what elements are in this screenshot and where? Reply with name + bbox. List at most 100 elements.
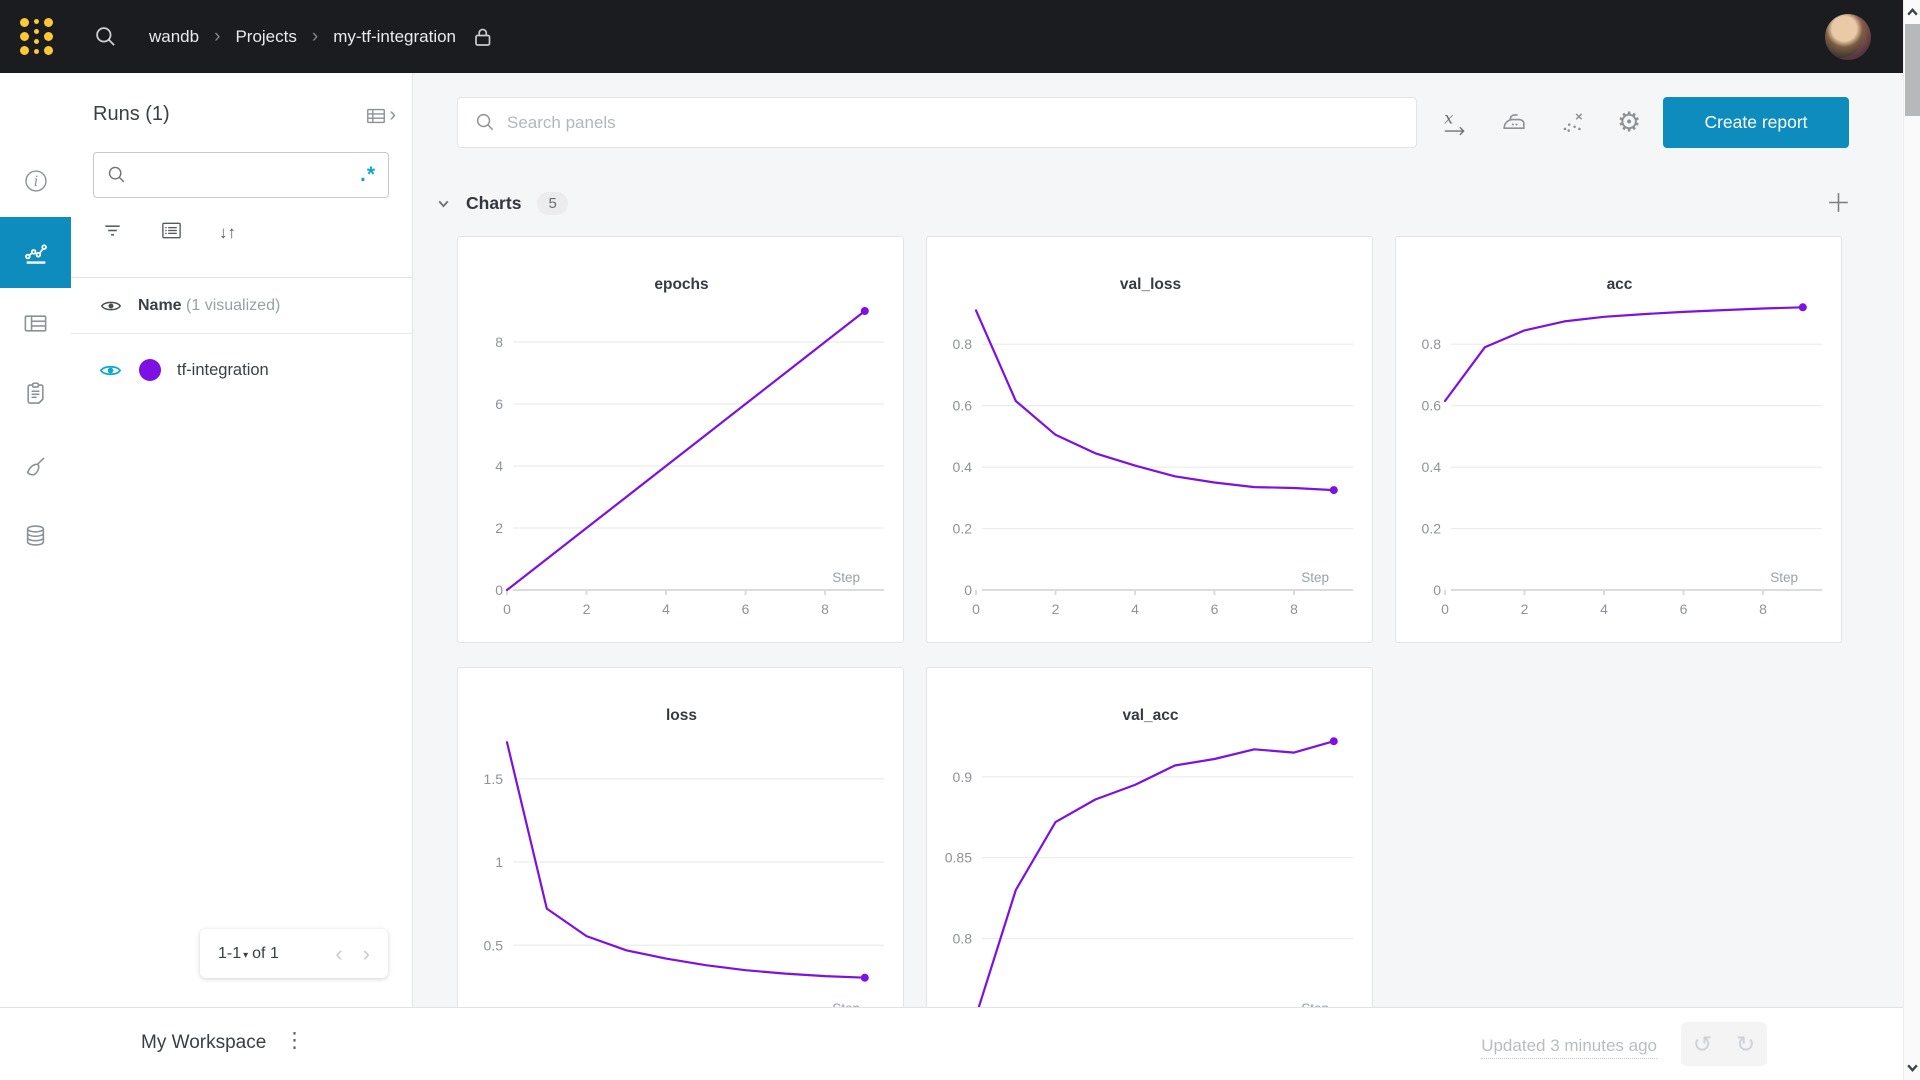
scroll-down-icon[interactable] [1906,1061,1919,1074]
svg-text:0.2: 0.2 [953,521,973,537]
lock-icon [475,28,491,46]
eye-icon[interactable] [99,294,123,318]
svg-text:1.5: 1.5 [484,771,504,787]
svg-text:0.85: 0.85 [945,850,972,866]
svg-text:i: i [33,174,37,190]
page-total: of 1 [252,944,279,962]
name-column-label: Name [138,296,182,314]
svg-text:0.5: 0.5 [484,937,504,953]
redo-icon[interactable]: ↻ [1735,1030,1756,1057]
regex-toggle[interactable]: .* [359,163,376,186]
filter-icon[interactable] [101,219,124,247]
svg-text:6: 6 [1211,601,1219,617]
svg-text:0.4: 0.4 [953,459,973,475]
outlier-scatter-icon[interactable] [1559,109,1587,137]
scrollbar[interactable] [1903,0,1920,1080]
runs-sidebar: Runs (1) › .* [71,73,413,1007]
svg-text:0: 0 [1441,601,1449,617]
svg-text:2: 2 [1521,601,1529,617]
svg-text:val_acc: val_acc [1122,707,1178,724]
breadcrumb: wandb › Projects › my-tf-integration [149,25,495,49]
rail-item-clipboard[interactable] [0,364,71,422]
kebab-menu-icon[interactable]: ⋮ [284,1029,305,1052]
svg-text:Step: Step [832,570,860,585]
svg-text:0: 0 [964,582,972,598]
svg-text:8: 8 [821,601,829,617]
group-list-icon[interactable] [160,219,183,247]
svg-text:0: 0 [495,582,503,598]
svg-text:8: 8 [495,334,503,350]
scrollbar-thumb[interactable] [1905,24,1920,116]
run-color-dot [139,359,161,381]
history-controls: ↺ ↻ [1681,1022,1767,1066]
chart-panel-val_loss[interactable]: 0 0.2 0.4 0.6 0.8 0 2 4 6 8 Step val_loss [926,236,1373,643]
x-axis-icon[interactable]: x [1441,109,1469,137]
rail-item-table[interactable] [0,294,71,352]
runs-table-icon [367,108,386,123]
database-icon [26,524,45,546]
chart-panel-acc[interactable]: 0 0.2 0.4 0.6 0.8 0 2 4 6 8 Step acc [1395,236,1842,643]
svg-text:2: 2 [495,520,503,536]
user-avatar[interactable] [1825,13,1871,60]
chevron-down-icon[interactable] [435,195,452,212]
svg-text:4: 4 [662,601,670,617]
svg-text:x: x [1444,109,1453,128]
run-row-tf-integration[interactable]: tf-integration [71,345,412,395]
breadcrumb-team-link[interactable]: wandb [149,26,200,46]
create-report-button[interactable]: Create report [1663,97,1849,148]
runs-table-toggle[interactable]: › [365,104,396,127]
panel-search-input[interactable] [507,112,1400,133]
divider [71,277,412,278]
svg-text:2: 2 [583,601,591,617]
svg-text:0.4: 0.4 [1422,459,1442,475]
rail-item-info[interactable]: i [0,152,71,210]
search-icon [476,113,494,131]
chart-panel-val_acc[interactable]: 0.80.850.902468Stepval_acc [926,667,1373,1074]
sort-icon[interactable]: ↓↑ [219,223,236,242]
svg-text:6: 6 [495,396,503,412]
charts-count-badge: 5 [537,192,568,215]
logo-dots-column [20,18,29,55]
rail-item-broom[interactable] [0,438,71,496]
chart-panel-epochs[interactable]: 0 2 4 6 8 0 2 4 6 8 Step epochs [457,236,904,643]
run-search-input[interactable] [136,166,360,184]
svg-text:0.6: 0.6 [1422,398,1442,414]
charts-section-title[interactable]: Charts [466,193,522,213]
next-page-button[interactable]: › [362,940,370,966]
left-rail: i [0,73,71,1007]
gear-icon[interactable]: ⚙ [1617,107,1642,137]
rail-item-charts[interactable] [0,217,71,288]
run-list-header: Name (1 visualized) [71,278,412,334]
smoothing-iron-icon[interactable] [1499,108,1529,138]
svg-text:0.8: 0.8 [953,931,973,947]
visualized-note: (1 visualized) [186,296,281,314]
svg-text:8: 8 [1290,601,1298,617]
svg-text:epochs: epochs [654,276,708,293]
chart-panel-loss[interactable]: 0.511.502468Steploss [457,667,904,1074]
breadcrumb-separator: › [214,25,221,47]
search-icon[interactable] [93,24,119,50]
run-search-box: .* [93,152,389,198]
svg-text:0.8: 0.8 [1422,336,1442,352]
broom-icon [26,456,45,476]
breadcrumb-project-link[interactable]: my-tf-integration [333,26,457,46]
undo-icon[interactable]: ↺ [1692,1030,1713,1057]
table-icon [24,314,47,332]
add-panel-icon[interactable] [1825,189,1852,221]
rail-item-database[interactable] [0,506,71,564]
page-range[interactable]: 1-1 [218,944,242,962]
search-icon [108,166,125,183]
svg-text:Step: Step [1770,570,1798,585]
updated-timestamp[interactable]: Updated 3 minutes ago [1481,1036,1657,1059]
svg-text:4: 4 [495,458,503,474]
svg-text:1: 1 [495,854,503,870]
pagination: 1-1 ▾ of 1 ‹ › [200,929,388,978]
svg-text:2: 2 [1052,601,1060,617]
wandb-logo-icon[interactable] [16,14,57,59]
run-visibility-eye-icon[interactable] [98,358,123,383]
workspace-title[interactable]: My Workspace [141,1032,267,1053]
breadcrumb-projects-link[interactable]: Projects [235,26,297,46]
prev-page-button[interactable]: ‹ [335,940,343,966]
scroll-up-icon[interactable] [1906,6,1919,19]
